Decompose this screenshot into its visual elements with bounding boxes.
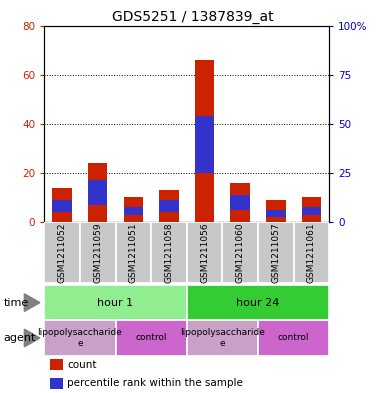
Bar [124, 207, 143, 215]
Bar [159, 200, 179, 212]
Bar [293, 222, 329, 283]
Bar [44, 222, 80, 283]
Bar [187, 222, 223, 283]
Text: GSM1211051: GSM1211051 [129, 222, 138, 283]
Bar [195, 116, 214, 173]
Bar [116, 222, 151, 283]
Bar [116, 320, 187, 356]
Bar [187, 320, 258, 356]
Bar [151, 222, 187, 283]
Text: GSM1211061: GSM1211061 [307, 222, 316, 283]
Bar [80, 222, 116, 283]
Bar [195, 60, 214, 222]
Bar [187, 285, 329, 320]
Text: GSM1211056: GSM1211056 [200, 222, 209, 283]
Text: lipopolysaccharide
e: lipopolysaccharide e [180, 328, 265, 348]
Text: hour 24: hour 24 [236, 298, 280, 308]
Polygon shape [24, 329, 40, 347]
Bar [266, 210, 286, 217]
Bar [124, 197, 143, 222]
Bar [223, 222, 258, 283]
Bar [50, 359, 63, 370]
Text: percentile rank within the sample: percentile rank within the sample [67, 378, 243, 388]
Bar [258, 222, 294, 283]
Text: GSM1211058: GSM1211058 [164, 222, 173, 283]
Text: lipopolysaccharide
e: lipopolysaccharide e [37, 328, 122, 348]
Text: control: control [136, 334, 167, 342]
Text: GSM1211052: GSM1211052 [58, 222, 67, 283]
Text: count: count [67, 360, 97, 370]
Text: agent: agent [4, 333, 36, 343]
Bar [44, 285, 187, 320]
Text: GSM1211059: GSM1211059 [93, 222, 102, 283]
Text: GSM1211057: GSM1211057 [271, 222, 280, 283]
Text: GDS5251 / 1387839_at: GDS5251 / 1387839_at [112, 10, 273, 24]
Bar [230, 183, 250, 222]
Text: time: time [4, 298, 29, 308]
Text: hour 1: hour 1 [97, 298, 134, 308]
Bar [258, 320, 329, 356]
Bar [52, 200, 72, 212]
Bar [52, 187, 72, 222]
Bar [88, 163, 107, 222]
Bar [159, 190, 179, 222]
Text: control: control [278, 334, 309, 342]
Bar [50, 378, 63, 389]
Bar [88, 180, 107, 205]
Bar [266, 200, 286, 222]
Bar [230, 195, 250, 210]
Bar [44, 320, 116, 356]
Bar [301, 197, 321, 222]
Bar [301, 207, 321, 215]
Text: GSM1211060: GSM1211060 [236, 222, 244, 283]
Polygon shape [24, 294, 40, 311]
